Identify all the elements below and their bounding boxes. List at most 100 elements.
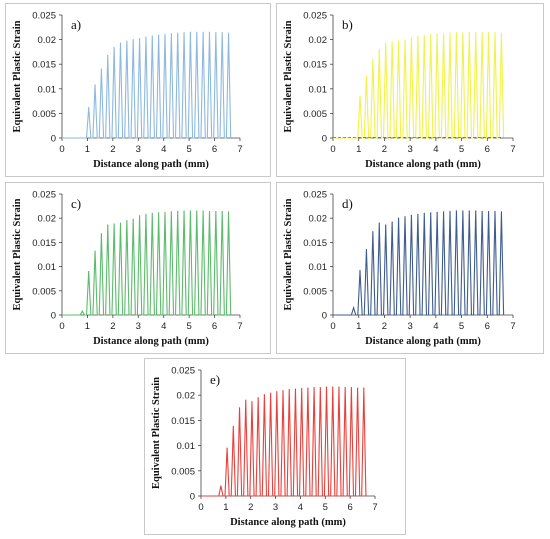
data-point xyxy=(468,210,470,212)
y-tick-label: 0.005 xyxy=(32,109,56,120)
data-point xyxy=(385,224,387,226)
data-point xyxy=(158,34,160,36)
y-axis-title: Equivalent Plastic Strain xyxy=(12,198,23,310)
y-tick-label: 0.02 xyxy=(309,214,328,225)
data-point xyxy=(449,32,451,34)
panel-label: a) xyxy=(71,17,81,32)
data-point xyxy=(164,211,166,213)
data-point xyxy=(202,31,204,33)
data-point xyxy=(113,46,115,49)
y-tick-label: 0.015 xyxy=(303,60,327,71)
x-tick-label: 5 xyxy=(323,502,328,513)
data-point xyxy=(151,35,153,37)
y-tick-label: 0.015 xyxy=(32,60,56,71)
data-point xyxy=(436,211,438,213)
y-tick-label: 0.02 xyxy=(38,35,57,46)
data-point xyxy=(487,210,490,213)
x-tick-label: 1 xyxy=(356,144,361,155)
data-point xyxy=(94,250,96,252)
y-tick-label: 0.025 xyxy=(303,190,327,201)
data-point xyxy=(215,210,217,213)
data-point xyxy=(208,31,211,33)
data-point xyxy=(357,387,359,389)
data-point xyxy=(455,32,458,34)
x-tick-label: 4 xyxy=(433,144,438,155)
y-tick-label: 0.005 xyxy=(32,286,56,297)
x-tick-label: 1 xyxy=(85,144,90,155)
data-point xyxy=(232,425,234,428)
y-axis-title: Equivalent Plastic Strain xyxy=(151,377,162,489)
x-tick-label: 0 xyxy=(59,321,64,332)
panel-label: b) xyxy=(342,17,353,32)
data-point xyxy=(282,390,284,392)
data-point xyxy=(183,32,185,34)
y-tick-label: 0.015 xyxy=(32,238,56,249)
data-point xyxy=(475,31,477,33)
y-tick-label: 0 xyxy=(51,311,56,322)
y-axis-title: Equivalent Plastic Strain xyxy=(283,20,294,132)
data-point xyxy=(227,32,230,34)
y-tick-label: 0.025 xyxy=(303,11,327,22)
chart-panel-e: 0 0.005 0.01 0.015 0.02 0.025 0 1 2 3 4 5 6 7 Distance… xyxy=(144,358,406,535)
data-point xyxy=(119,42,122,44)
y-tick-label: 0.025 xyxy=(32,11,56,22)
data-point xyxy=(363,387,365,389)
data-point xyxy=(359,95,361,97)
data-point xyxy=(500,32,503,34)
series-line xyxy=(201,387,367,497)
y-tick-label: 0.01 xyxy=(177,441,196,452)
data-point xyxy=(151,212,153,214)
data-point xyxy=(481,32,483,34)
y-tick-label: 0.015 xyxy=(303,238,327,249)
data-point xyxy=(202,210,204,212)
chart-svg: 0 0.005 0.01 0.015 0.02 0.025 0 1 2 3 4 5 6 7 Distance… xyxy=(283,190,516,348)
data-point xyxy=(417,213,419,215)
data-point xyxy=(208,210,211,213)
data-point xyxy=(500,211,503,213)
data-point xyxy=(220,485,222,487)
x-tick-label: 0 xyxy=(330,321,335,332)
data-point xyxy=(126,220,128,222)
y-tick-label: 0.015 xyxy=(171,416,195,427)
x-tick-label: 5 xyxy=(459,321,464,332)
data-point xyxy=(468,31,470,33)
data-point xyxy=(365,249,368,251)
chart-svg: 0 0.005 0.01 0.015 0.02 0.025 0 1 2 3 4 5 6 7 Distance… xyxy=(283,11,516,171)
data-point xyxy=(94,84,96,86)
chart-panel-c: 0 0.005 0.01 0.015 0.02 0.025 0 1 2 3 4 5 6 7 Distance… xyxy=(5,182,271,354)
data-point xyxy=(164,34,166,36)
data-point xyxy=(475,210,477,212)
x-tick-label: 7 xyxy=(237,321,242,332)
data-point xyxy=(397,40,400,42)
x-tick-label: 6 xyxy=(485,321,490,332)
x-tick-label: 6 xyxy=(485,144,490,155)
data-point xyxy=(462,32,464,34)
data-point xyxy=(189,31,192,33)
data-point xyxy=(359,269,361,272)
chart-panel-a: 0 0.005 0.01 0.015 0.02 0.025 0 1 2 3 4 5 6 7 Distance… xyxy=(5,3,271,177)
x-tick-label: 3 xyxy=(136,144,141,155)
data-point xyxy=(177,210,179,213)
data-point xyxy=(462,210,464,212)
series-line xyxy=(333,32,505,139)
data-point xyxy=(391,41,393,43)
x-axis-title: Distance along path (mm) xyxy=(365,336,481,347)
data-point xyxy=(391,221,393,223)
y-tick-label: 0.02 xyxy=(38,214,57,225)
data-point xyxy=(417,36,419,38)
data-point xyxy=(410,214,413,216)
data-point xyxy=(196,210,198,212)
data-point xyxy=(113,223,115,225)
chart-panel-d: 0 0.005 0.01 0.015 0.02 0.025 0 1 2 3 4 5 6 7 Distance… xyxy=(276,182,544,354)
data-point xyxy=(81,310,83,312)
data-point xyxy=(313,387,315,389)
data-point xyxy=(338,386,340,388)
panel-label: e) xyxy=(210,372,220,387)
x-tick-label: 0 xyxy=(59,144,64,155)
y-tick-label: 0.02 xyxy=(177,391,196,402)
data-point xyxy=(481,210,483,213)
data-point xyxy=(196,31,198,33)
y-tick-label: 0.01 xyxy=(309,262,328,273)
data-point xyxy=(238,407,241,409)
x-tick-label: 0 xyxy=(330,144,335,155)
